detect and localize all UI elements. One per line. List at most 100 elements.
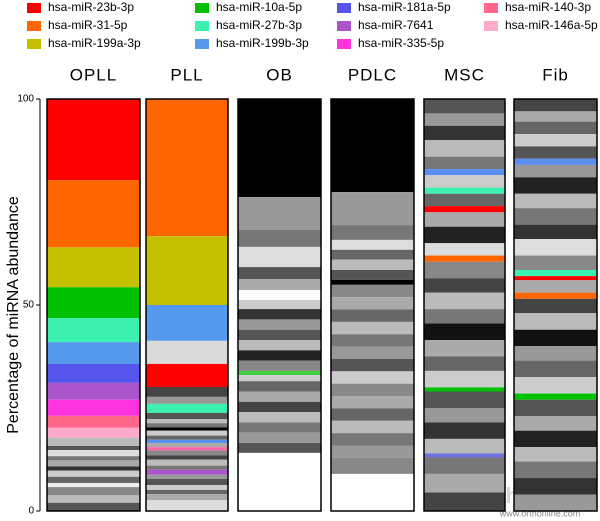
- bar-segment: [514, 134, 597, 147]
- bar-segment: [238, 360, 321, 371]
- bar-segment: [424, 292, 505, 310]
- bar-segment: [238, 246, 321, 268]
- bar-segment: [238, 422, 321, 433]
- bar-segment: [238, 340, 321, 351]
- bar-segment: [514, 208, 597, 225]
- legend-swatch: [195, 3, 209, 13]
- bar-segment: [146, 236, 228, 305]
- bar-segment: [47, 318, 140, 343]
- bar-segment: [514, 313, 597, 330]
- bar-segment: [47, 247, 140, 288]
- bar-segment: [424, 156, 505, 170]
- bar-segment: [514, 447, 597, 462]
- bar-segment: [47, 460, 140, 467]
- bar-segment: [146, 427, 228, 431]
- bar-segment: [331, 259, 414, 270]
- bar-segment: [424, 309, 505, 324]
- x-tick-label: OPLL: [70, 65, 117, 84]
- bar-segment: [47, 399, 140, 416]
- bar-segment: [514, 478, 597, 495]
- bar-segment: [146, 500, 228, 511]
- bar-segment: [514, 239, 597, 256]
- bar-segment: [424, 193, 505, 207]
- bar-segment: [238, 412, 321, 423]
- legend-label: hsa-miR-199a-3p: [48, 36, 141, 50]
- bar-segment: [146, 423, 228, 428]
- bar-segment: [238, 381, 321, 392]
- bar-segment: [331, 192, 414, 226]
- bar-segment: [514, 276, 597, 281]
- bar-segment: [514, 494, 597, 511]
- bar-segment: [47, 466, 140, 471]
- bar-segment: [238, 432, 321, 444]
- bar-segment: [146, 485, 228, 490]
- bar-segment: [424, 113, 505, 126]
- bar-segment: [331, 346, 414, 359]
- bar-segment: [424, 422, 505, 439]
- bar-segment: [146, 412, 228, 420]
- bar-outline: [330, 98, 415, 512]
- bar-segment: [424, 492, 505, 511]
- legend-swatch: [337, 3, 351, 13]
- bar-segment: [146, 489, 228, 495]
- legend-swatch: [195, 39, 209, 49]
- bar-segment: [146, 459, 228, 466]
- bar-segment: [514, 461, 597, 479]
- bar-segment: [47, 99, 140, 181]
- bar-segment: [331, 334, 414, 347]
- bar-segment: [424, 125, 505, 141]
- legend-label: hsa-miR-335-5p: [358, 36, 444, 50]
- bar-segment: [514, 360, 597, 378]
- bar-segment: [514, 158, 597, 165]
- bar-segment: [47, 342, 140, 364]
- bar-segment: [238, 300, 321, 310]
- bar-segment: [424, 226, 505, 244]
- bar-segment: [238, 197, 321, 231]
- bar-segment: [424, 206, 505, 213]
- bar-segment: [331, 445, 414, 458]
- bar-segment: [146, 455, 228, 460]
- bar-segment: [424, 255, 505, 262]
- bar-segment: [514, 164, 597, 178]
- bar-segment: [146, 305, 228, 341]
- bar-segment: [331, 473, 414, 511]
- bar-segment: [146, 396, 228, 404]
- bar-segment: [331, 321, 414, 335]
- bar-segment: [424, 175, 505, 188]
- bar-segment: [514, 111, 597, 122]
- bar-segment: [514, 177, 597, 194]
- bar-segment: [514, 298, 597, 314]
- bar-segment: [331, 457, 414, 474]
- bar-outline: [145, 98, 229, 512]
- bar-segment: [331, 433, 414, 446]
- bar-segment: [514, 99, 597, 112]
- bar-segment: [47, 495, 140, 503]
- bar-segment: [47, 427, 140, 438]
- legend-swatch: [27, 21, 41, 31]
- x-tick-label: Fib: [542, 65, 569, 84]
- bar-segment: [146, 363, 228, 387]
- bar-segment: [514, 224, 597, 240]
- x-tick-label: PDLC: [348, 65, 397, 84]
- bar-segment: [47, 450, 140, 457]
- bar-outline: [237, 98, 322, 512]
- legend-label: hsa-miR-199b-3p: [216, 36, 309, 50]
- bar-segment: [331, 420, 414, 434]
- bar-segment: [47, 456, 140, 461]
- bar-outline: [46, 98, 141, 512]
- bar-outline: [423, 98, 506, 512]
- bar-segment: [146, 465, 228, 470]
- bar-segment: [238, 452, 321, 511]
- bar-segment: [331, 279, 414, 285]
- bar-segment: [146, 386, 228, 397]
- bar-segment: [146, 478, 228, 486]
- bar-segment: [331, 239, 414, 250]
- bar-segment: [331, 309, 414, 322]
- bar-segment: [424, 323, 505, 341]
- bar-segment: [424, 457, 505, 474]
- bar-segment: [331, 358, 414, 372]
- bar-segment: [238, 279, 321, 291]
- bar-segment: [238, 401, 321, 413]
- bar-segment: [47, 382, 140, 400]
- bar-segment: [47, 180, 140, 248]
